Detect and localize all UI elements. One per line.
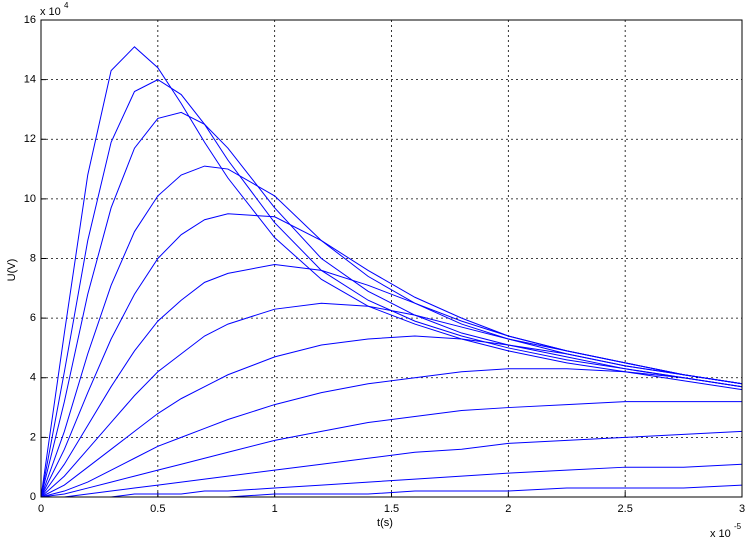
- y-tick-label: 14: [24, 74, 36, 86]
- curve: [40, 79, 743, 498]
- y-tick-label: 4: [30, 372, 36, 384]
- y-tick-label: 10: [24, 193, 36, 205]
- curve: [40, 335, 743, 498]
- x-tick-label: 1: [272, 503, 278, 515]
- x-tick-label: 2.5: [618, 503, 633, 515]
- curve: [41, 430, 743, 498]
- x-tick-label: 0.5: [150, 503, 165, 515]
- x-tick-label: 2: [505, 503, 511, 515]
- x-exponent: -5: [734, 522, 742, 531]
- x-tick-label: 0: [38, 503, 44, 515]
- y-tick-label: 16: [24, 14, 36, 26]
- y-tick-label: 6: [30, 312, 36, 324]
- curve: [40, 111, 743, 498]
- y-tick-label: 0: [30, 491, 36, 503]
- y-tick-label: 12: [24, 133, 36, 145]
- x-tick-label: 1.5: [384, 503, 399, 515]
- y-tick-label: 2: [30, 431, 36, 443]
- curve: [40, 46, 743, 498]
- y-exponent: 4: [64, 1, 69, 10]
- x-tick-label: 3: [739, 503, 745, 515]
- curve: [40, 368, 743, 498]
- y-axis-label: U(V): [6, 259, 18, 282]
- axes-box: [40, 19, 743, 498]
- x-multiplier: x 10: [710, 528, 731, 540]
- y-multiplier: x 10: [40, 6, 61, 18]
- curve: [40, 401, 742, 498]
- curve: [40, 302, 743, 498]
- y-tick-label: 8: [30, 252, 36, 264]
- x-axis-label: t(s): [377, 517, 393, 529]
